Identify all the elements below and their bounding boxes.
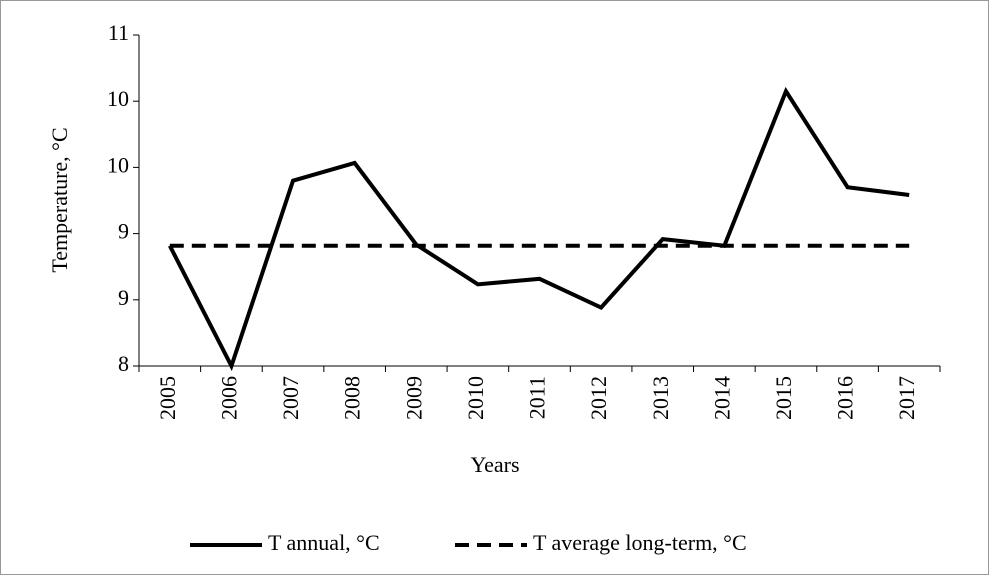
y-tick-label: 9 <box>118 285 129 310</box>
x-tick-label: 2006 <box>216 376 241 420</box>
series-line <box>168 86 910 372</box>
y-axis-label: Temperature, °C <box>47 127 72 272</box>
x-tick-label: 2010 <box>463 376 488 420</box>
x-tick-label: 2016 <box>833 376 858 420</box>
x-tick-label: 2009 <box>401 376 426 420</box>
y-tick-label: 11 <box>108 20 129 45</box>
y-tick-label: 10 <box>107 152 129 177</box>
x-axis-label: Years <box>470 452 519 477</box>
x-tick-label: 2017 <box>894 376 919 420</box>
legend-label: T annual, °C <box>268 530 380 555</box>
x-tick-label: 2011 <box>525 376 550 419</box>
x-tick-label: 2015 <box>771 376 796 420</box>
y-tick-label: 9 <box>118 219 129 244</box>
x-tick-label: 2013 <box>648 376 673 420</box>
x-tick-label: 2005 <box>155 376 180 420</box>
x-tick-label: 2012 <box>586 376 611 420</box>
x-tick-label: 2007 <box>278 376 303 420</box>
x-tick-label: 2014 <box>709 376 734 420</box>
x-tick-label: 2008 <box>340 376 365 420</box>
y-tick-label: 8 <box>118 351 129 376</box>
y-tick-label: 10 <box>107 86 129 111</box>
legend-label: T average long-term, °C <box>533 530 747 555</box>
